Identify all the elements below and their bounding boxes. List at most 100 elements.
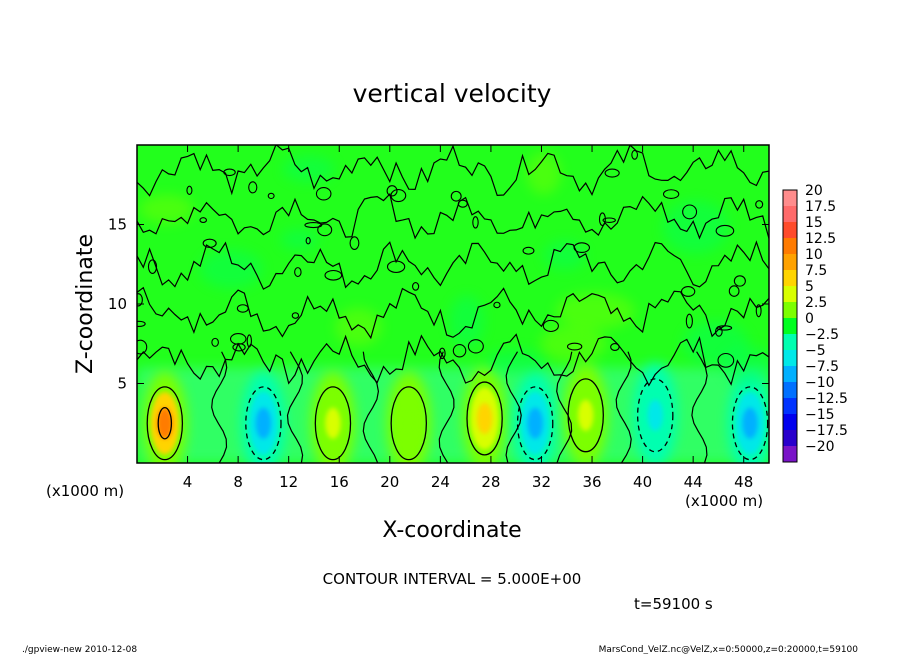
x-tick-label: 40 [633,473,652,491]
y-axis-label: Z-coordinate [73,234,98,374]
chart-title: vertical velocity [353,79,552,108]
contour-island [386,185,398,197]
colorbar-label: −20 [805,439,835,455]
contour-island [662,189,680,200]
footer-right: MarsCond_VelZ.nc@VelZ,x=0:50000,z=0:2000… [599,645,859,654]
colorbar-swatch-16 [783,446,797,463]
colorbar-swatch-2 [783,222,797,239]
x-tick-label: 32 [532,473,551,491]
contour-island [755,304,762,318]
contour-island [386,260,406,273]
footer-left: ./gpview-new 2010-12-08 [22,645,137,654]
contour-island [685,313,693,329]
velocity-features [137,152,769,463]
colorbar-swatch-8 [783,318,797,335]
colorbar-swatch-15 [783,430,797,447]
contour-island [267,192,275,200]
contour-island [573,242,591,254]
contour-island [324,269,343,281]
contour-lines [137,145,769,463]
contour-island [412,282,420,291]
contour-island [315,187,332,201]
colorbar-swatch-6 [783,286,797,303]
contour-island [291,312,300,319]
time-label: t=59100 s [634,595,713,613]
contour-island [680,286,696,297]
contour-island [493,301,501,309]
contour-island [610,343,620,352]
boundary-contour-4 [505,351,522,463]
colorbar-label: −15 [805,407,835,423]
contour-island [438,347,446,360]
contour-island [349,236,360,250]
boundary-contour-6 [615,351,632,463]
colorbar-swatch-7 [783,302,797,319]
contour-island [450,190,462,202]
feature-core-8 [742,407,758,439]
boundary-contour-7 [691,351,708,463]
contour-island [199,217,208,223]
contour-island [604,168,620,178]
colorbar-swatch-4 [783,254,797,271]
contour-island [717,352,735,368]
contour-island [716,325,733,331]
colorbar-label: 20 [805,183,823,199]
colorbar-label: 15 [805,215,823,231]
y-tick-label: 5 [117,375,127,393]
contour-island [602,217,616,223]
feature-core-2 [325,407,341,439]
zero-contour-2 [137,240,769,290]
feature-core-3 [401,407,417,439]
colorbar-swatch-10 [783,350,797,367]
feature-core-7 [647,399,663,431]
x-tick-label: 12 [279,473,298,491]
contour-island [202,238,217,248]
colorbar-frame [782,189,798,463]
contour-island [232,343,246,352]
y-tick-label: 15 [108,216,127,234]
contour-island [631,149,639,160]
contour-interval-label: CONTOUR INTERVAL = 5.000E+00 [323,570,582,588]
feature-contour-7 [636,378,674,453]
feature-core-0 [157,407,173,439]
feature-contour-0 [146,386,184,461]
contour-island [566,342,583,351]
x-tick-label: 28 [481,473,500,491]
green-patch [139,194,194,224]
feature-core-6 [578,399,594,431]
zero-contour-4 [137,145,769,197]
contour-island [755,200,764,209]
boundary-contour-5 [556,351,573,463]
contour-island [147,259,158,274]
colorbar-swatch-9 [783,334,797,351]
green-patch [335,307,382,347]
boundary-contour-1 [286,351,304,463]
feature-core-1 [255,407,272,439]
green-patch [449,295,485,348]
green-patch [526,152,561,195]
colorbar-swatch-0 [783,190,797,207]
contour-island [714,326,723,337]
contour-island [211,337,219,347]
contour-island [236,304,249,313]
contour-island [137,339,148,355]
colorbar-label: −5 [805,343,826,359]
green-patch [199,249,263,289]
colorbar-swatch-11 [783,366,797,383]
contour-island [186,185,193,195]
colorbar-swatch-13 [783,398,797,415]
contour-island [457,199,468,208]
zero-contour-3 [137,192,769,240]
green-patch [280,229,318,251]
colorbar-label: 17.5 [805,199,836,215]
x-axis-label: X-coordinate [382,518,521,543]
colorbar-swatch-12 [783,382,797,399]
contour-island [728,285,740,297]
contour-island [294,267,302,278]
boundary-contour-3 [438,351,455,463]
x-tick-label: 8 [233,473,243,491]
contour-island [733,275,746,287]
contour-island [542,319,559,333]
x-unit-left: (x1000 m) [46,482,124,500]
